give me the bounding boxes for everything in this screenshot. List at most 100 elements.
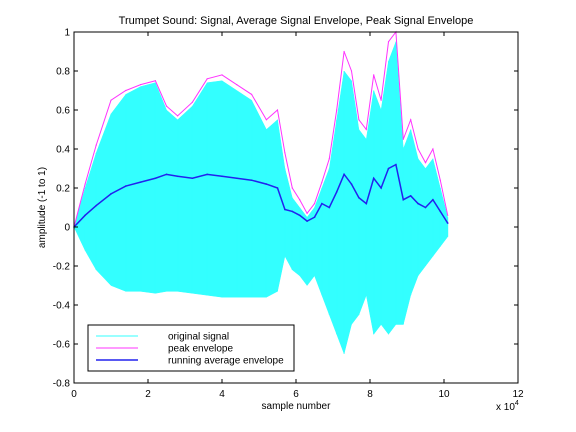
running-average-point <box>365 202 368 205</box>
running-average-point <box>335 191 338 193</box>
y-tick-label: 0 <box>64 223 70 234</box>
y-tick-label: 1 <box>64 28 70 39</box>
running-average-point <box>306 220 308 222</box>
peak-envelope-point <box>387 41 390 43</box>
legend-entry-original-signal: original signal <box>168 332 229 343</box>
peak-envelope-point <box>439 179 441 181</box>
peak-envelope-point <box>95 144 97 146</box>
running-average-point <box>139 181 142 183</box>
legend: original signal peak envelope running av… <box>87 324 295 372</box>
peak-envelope-point <box>306 212 308 214</box>
peak-envelope-point <box>265 119 267 121</box>
running-average-point <box>313 216 316 219</box>
running-average-point <box>328 206 331 209</box>
peak-envelope-point <box>350 70 353 72</box>
running-average-point <box>276 187 279 189</box>
x-tick-label: 0 <box>71 389 77 400</box>
peak-envelope-point <box>84 183 86 185</box>
peak-envelope-point <box>236 84 238 86</box>
running-average-point <box>298 214 301 217</box>
peak-envelope-point <box>284 152 286 154</box>
running-average-point <box>380 187 382 189</box>
peak-envelope-point <box>402 138 404 140</box>
running-average-point <box>409 195 412 197</box>
running-average-point <box>154 177 157 180</box>
running-average-point <box>372 177 375 180</box>
x-tick-label: 4 <box>219 389 225 400</box>
x-axis-label: sample number <box>262 401 332 412</box>
running-average-point <box>191 177 194 180</box>
x-tick-label: 12 <box>512 389 524 400</box>
peak-envelope-point <box>177 115 179 117</box>
peak-envelope-point <box>410 119 412 121</box>
peak-envelope-point <box>328 158 330 160</box>
peak-envelope-point <box>343 50 345 53</box>
running-average-point <box>84 214 86 217</box>
peak-envelope-point <box>110 99 112 101</box>
running-average-point <box>176 175 179 178</box>
peak-envelope-point <box>221 74 223 76</box>
running-average-point <box>265 183 268 185</box>
y-axis-label: amplitude (-1 to 1) <box>37 167 48 248</box>
peak-envelope-point <box>432 148 434 150</box>
x-axis-exponent-power: 4 <box>515 400 519 407</box>
peak-envelope-point <box>365 128 367 131</box>
peak-envelope-point <box>373 74 375 76</box>
peak-envelope-point <box>154 80 156 82</box>
x-axis-exponent-base: x 10 <box>496 402 515 413</box>
running-average-point <box>432 198 434 201</box>
y-tick-label: 0.6 <box>56 106 70 117</box>
peak-envelope-point <box>299 199 301 201</box>
y-tick-label: 0.2 <box>56 184 70 195</box>
running-average-point <box>402 198 405 201</box>
peak-envelope-point <box>313 203 316 205</box>
y-tick-label: -0.2 <box>53 262 71 273</box>
peak-envelope-point <box>125 89 127 92</box>
running-average-point <box>439 210 442 213</box>
peak-envelope-point <box>424 162 427 164</box>
peak-envelope-point <box>206 78 208 80</box>
peak-envelope-point <box>291 187 293 189</box>
y-tick-label: -0.8 <box>53 379 71 390</box>
running-average-point <box>165 173 168 176</box>
running-average-point <box>125 185 127 187</box>
peak-envelope-point <box>358 119 360 121</box>
peak-envelope-point <box>191 101 193 103</box>
running-average-point <box>206 173 208 176</box>
running-average-point <box>221 175 223 178</box>
peak-envelope-point <box>380 99 382 101</box>
running-average-point <box>395 163 397 166</box>
running-average-point <box>236 177 238 180</box>
x-tick-label: 2 <box>145 389 151 400</box>
legend-entry-running-average-envelope: running average envelope <box>168 356 284 367</box>
running-average-point <box>358 196 360 199</box>
y-tick-label: -0.4 <box>53 301 71 312</box>
peak-envelope-point <box>140 84 142 86</box>
x-axis-exponent: x 104 <box>496 400 519 413</box>
peak-envelope-point <box>165 105 168 107</box>
peak-envelope-point <box>336 109 338 111</box>
x-tick-label: 8 <box>367 389 373 400</box>
running-average-point <box>110 193 112 195</box>
peak-envelope-point <box>447 214 449 216</box>
legend-entry-peak-envelope: peak envelope <box>168 344 233 355</box>
chart-title: Trumpet Sound: Signal, Average Signal En… <box>119 15 474 27</box>
x-tick-label: 10 <box>438 389 450 400</box>
running-average-point <box>291 210 294 213</box>
running-average-point <box>95 204 97 207</box>
running-average-point <box>250 179 253 181</box>
y-tick-label: -0.6 <box>53 340 71 351</box>
y-tick-label: 0.4 <box>56 145 70 156</box>
running-average-point <box>424 206 427 209</box>
running-average-point <box>350 183 353 185</box>
peak-envelope-point <box>276 109 279 111</box>
running-average-point <box>321 202 323 205</box>
running-average-point <box>343 173 345 176</box>
peak-envelope-point <box>417 148 419 150</box>
running-average-point <box>446 222 449 224</box>
running-average-point <box>284 208 286 211</box>
x-tick-label: 6 <box>293 389 299 400</box>
running-average-point <box>387 167 390 170</box>
